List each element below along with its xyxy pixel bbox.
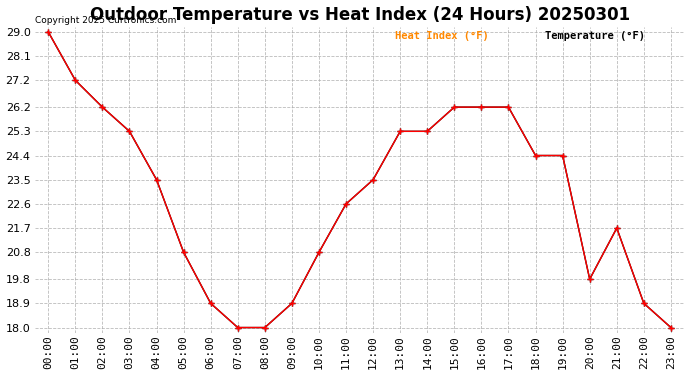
Text: Temperature (°F): Temperature (°F) (544, 31, 644, 41)
Text: Heat Index (°F): Heat Index (°F) (395, 31, 489, 41)
Title: Outdoor Temperature vs Heat Index (24 Hours) 20250301: Outdoor Temperature vs Heat Index (24 Ho… (90, 6, 630, 24)
Text: Copyright 2025 Curtronics.com: Copyright 2025 Curtronics.com (34, 16, 176, 25)
